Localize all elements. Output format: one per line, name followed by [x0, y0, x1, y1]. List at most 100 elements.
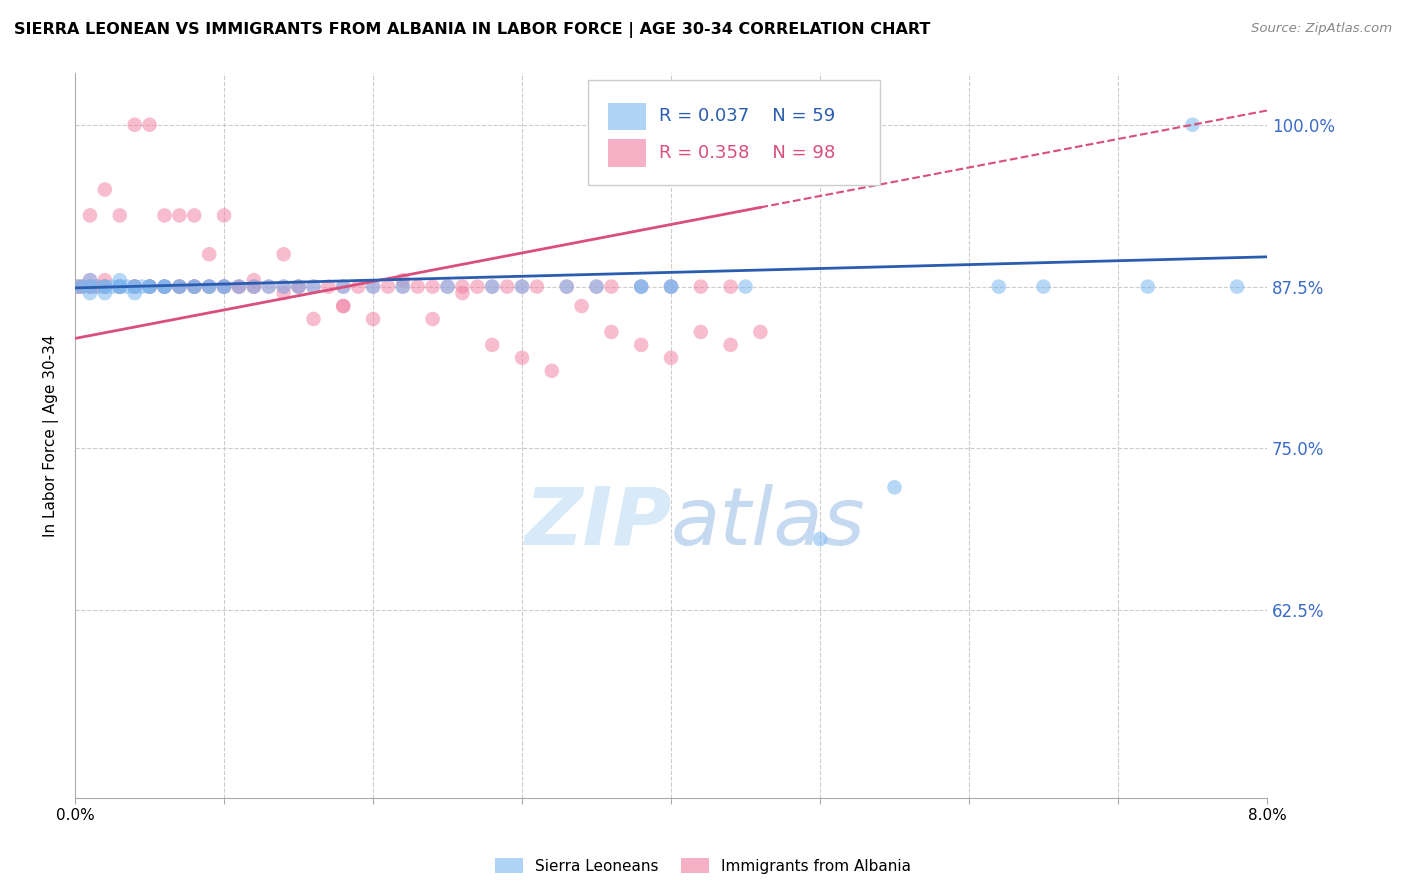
Point [377, 279, 399, 293]
Point [79, 208, 101, 222]
Text: R = 0.037    N = 59: R = 0.037 N = 59 [659, 107, 835, 126]
Point [94, 279, 117, 293]
Point [138, 279, 160, 293]
Point [406, 279, 429, 293]
Point [302, 279, 325, 293]
Bar [607, 103, 645, 130]
Point [153, 279, 176, 293]
Point [183, 208, 205, 222]
Point [287, 279, 309, 293]
Text: SIERRA LEONEAN VS IMMIGRANTS FROM ALBANIA IN LABOR FORCE | AGE 30-34 CORRELATION: SIERRA LEONEAN VS IMMIGRANTS FROM ALBANI… [14, 22, 931, 38]
Point [169, 279, 191, 293]
Point [720, 279, 742, 293]
Point [422, 312, 444, 326]
Point [659, 279, 682, 293]
Point [124, 279, 146, 293]
Point [883, 480, 905, 494]
Point [257, 279, 280, 293]
Point [451, 286, 474, 301]
Point [108, 279, 131, 293]
FancyBboxPatch shape [588, 80, 880, 186]
Point [510, 351, 533, 365]
Point [332, 299, 354, 313]
Point [630, 338, 652, 352]
Point [243, 279, 266, 293]
Point [436, 279, 458, 293]
Point [659, 279, 682, 293]
Point [361, 312, 384, 326]
Point [124, 279, 146, 293]
Point [79, 286, 101, 301]
Point [198, 247, 221, 261]
Point [138, 279, 160, 293]
Point [212, 279, 235, 293]
Text: Source: ZipAtlas.com: Source: ZipAtlas.com [1251, 22, 1392, 36]
Point [273, 286, 295, 301]
Point [571, 299, 593, 313]
Point [108, 208, 131, 222]
Point [108, 279, 131, 293]
Text: ZIP: ZIP [523, 483, 671, 562]
Point [138, 279, 160, 293]
Point [689, 279, 711, 293]
Point [808, 532, 831, 546]
Point [138, 279, 160, 293]
Point [212, 279, 235, 293]
Point [465, 279, 488, 293]
Point [600, 279, 623, 293]
Point [287, 279, 309, 293]
Point [79, 273, 101, 287]
Point [94, 279, 117, 293]
Point [392, 273, 415, 287]
Point [212, 279, 235, 293]
Point [72, 279, 94, 293]
Point [198, 279, 221, 293]
Point [108, 273, 131, 287]
Point [138, 279, 160, 293]
Point [630, 279, 652, 293]
Point [138, 279, 160, 293]
Point [749, 325, 772, 339]
Point [169, 279, 191, 293]
Point [183, 279, 205, 293]
Point [169, 279, 191, 293]
Point [659, 351, 682, 365]
Point [124, 279, 146, 293]
Point [318, 279, 340, 293]
Point [1226, 279, 1249, 293]
Point [630, 279, 652, 293]
Point [198, 279, 221, 293]
Point [510, 279, 533, 293]
Point [153, 279, 176, 293]
Point [526, 279, 548, 293]
Point [72, 279, 94, 293]
Point [228, 279, 250, 293]
Point [540, 364, 562, 378]
Point [94, 182, 117, 196]
Point [600, 325, 623, 339]
Point [94, 279, 117, 293]
Point [67, 279, 90, 293]
Point [302, 279, 325, 293]
Point [332, 279, 354, 293]
Point [347, 279, 370, 293]
Point [243, 279, 266, 293]
Point [1181, 118, 1204, 132]
Point [108, 279, 131, 293]
Point [720, 338, 742, 352]
Point [82, 279, 104, 293]
Point [630, 279, 652, 293]
Point [198, 279, 221, 293]
Point [212, 208, 235, 222]
Point [392, 279, 415, 293]
Point [555, 279, 578, 293]
Point [361, 279, 384, 293]
Point [153, 279, 176, 293]
Point [243, 273, 266, 287]
Point [361, 279, 384, 293]
Point [287, 279, 309, 293]
Point [481, 338, 503, 352]
Point [273, 279, 295, 293]
Point [228, 279, 250, 293]
Point [124, 118, 146, 132]
